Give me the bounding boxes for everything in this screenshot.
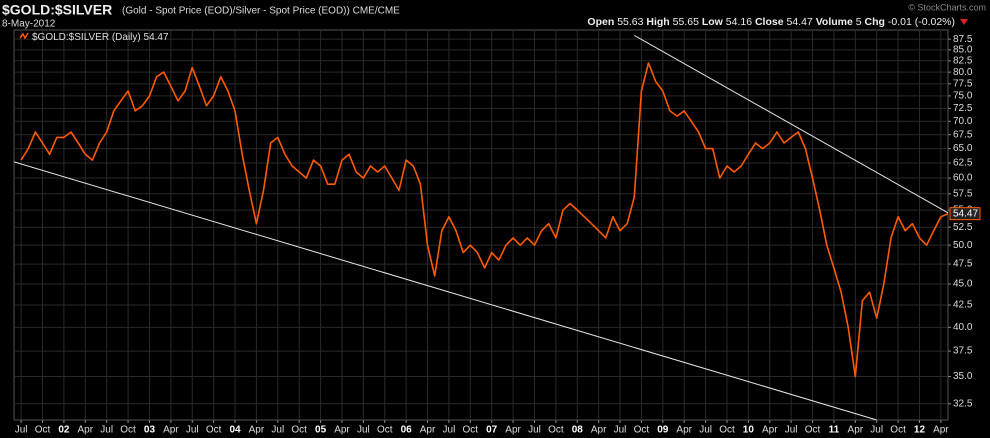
y-tick-label: 77.5 [953,78,973,89]
x-tick-label: 09 [657,425,669,436]
y-tick-label: 50.0 [953,240,973,251]
quote: Open 55.63 High 55.65 Low 54.16 Close 54… [587,16,955,28]
y-tick-label: 60.0 [953,173,973,184]
quote-value: 55.63 [617,16,643,28]
x-tick-label: Apr [163,425,179,436]
x-tick-label: Apr [249,425,265,436]
x-tick-label: Jul [443,425,456,436]
chart-title: $GOLD:$SILVER [2,2,112,18]
y-tick-label: 70.0 [953,116,973,127]
x-tick-label: Apr [334,425,350,436]
x-tick-label: Apr [78,425,94,436]
plot-frame [13,29,949,421]
last-value-label: 54.47 [953,208,978,219]
y-tick-label: 35.0 [953,371,973,382]
x-tick-label: 08 [572,425,584,436]
y-tick-label: 87.5 [953,34,973,45]
y-tick-label: 32.5 [953,398,973,409]
x-tick-label: Oct [206,425,222,436]
y-tick-label: 40.0 [953,322,973,333]
x-tick-label: Jul [699,425,712,436]
chart-subtitle: (Gold - Spot Price (EOD)/Silver - Spot P… [122,6,400,17]
quote-label: Close [755,16,784,28]
y-tick-label: 75.0 [953,91,973,102]
x-tick-label: Jul [528,425,541,436]
x-tick-label: Oct [377,425,393,436]
x-tick-label: Jul [785,425,798,436]
plot-area [14,34,948,420]
quote-label: Low [702,16,724,28]
x-tick-label: 11 [829,425,840,436]
x-tick-label: 04 [229,425,241,436]
x-tick-label: 06 [401,425,413,436]
legend-name: $GOLD:$SILVER (Daily) [32,32,141,43]
credit: © StockCharts.com [908,2,986,12]
x-tick-label: Oct [634,425,650,436]
x-tick-label: 12 [914,425,926,436]
x-tick-label: 10 [743,425,755,436]
x-tick-label: Jul [186,425,199,436]
quote-label: High [646,16,669,28]
x-tick-label: Jul [870,425,883,436]
y-tick-label: 85.0 [953,44,973,55]
x-tick-label: Oct [719,425,735,436]
x-tick-label: Apr [420,425,436,436]
x-tick-label: Jul [271,425,284,436]
x-tick-label: 07 [486,425,498,436]
x-tick-label: Oct [291,425,307,436]
trendline [14,161,877,420]
y-tick-label: 65.0 [953,143,973,154]
quote-value: 55.65 [673,16,699,28]
down-arrow [960,19,968,25]
y-tick-label: 72.5 [953,103,973,114]
x-tick-label: 02 [58,425,70,436]
y-tick-label: 80.0 [953,67,973,78]
y-tick-label: 52.5 [953,222,973,233]
x-tick-label: Apr [933,425,949,436]
quote-value: 54.16 [726,16,752,28]
y-tick-label: 42.5 [953,300,973,311]
quote-label: Chg [865,16,885,28]
legend-entry: $GOLD:$SILVER (Daily) 54.47 [32,32,169,43]
quote-label: Open [587,16,614,28]
trendline [634,34,948,214]
legend-swatch [19,32,29,40]
y-tick-label: 47.5 [953,259,973,270]
x-tick-label: Apr [676,425,692,436]
x-tick-label: Jul [614,425,627,436]
x-tick-label: Oct [805,425,821,436]
x-tick-label: Apr [591,425,607,436]
y-tick-label: 82.5 [953,55,973,66]
quote-value: 5 [856,16,862,28]
last-value-tag [949,207,981,221]
quote-value: -0.01 [888,16,912,28]
chart-date: 8-May-2012 [2,19,56,30]
x-tick-label: Oct [463,425,479,436]
x-tick-label: Jul [357,425,370,436]
x-tick-label: 05 [315,425,327,436]
y-tick-label: 62.5 [953,158,973,169]
y-tick-label: 67.5 [953,129,973,140]
quote-label: Volume [816,16,853,28]
y-tick-label: 45.0 [953,279,973,290]
quote-pct: (-0.02%) [915,16,955,28]
x-tick-label: Apr [848,425,864,436]
x-tick-label: Jul [100,425,113,436]
x-tick-label: Oct [548,425,564,436]
x-tick-label: Oct [890,425,906,436]
quote-value: 54.47 [786,16,812,28]
x-tick-label: Apr [505,425,521,436]
y-tick-label: 57.5 [953,188,973,199]
x-tick-label: Oct [120,425,136,436]
x-tick-label: Apr [762,425,778,436]
x-tick-label: Oct [35,425,51,436]
legend-value: 54.47 [144,32,169,43]
x-tick-label: 03 [144,425,156,436]
price-line [20,62,948,378]
y-tick-label: 37.5 [953,346,973,357]
x-tick-label: Jul [15,425,28,436]
